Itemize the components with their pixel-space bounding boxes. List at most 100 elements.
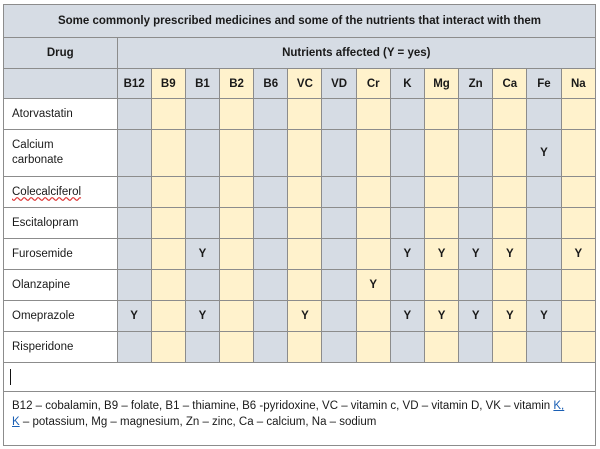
interaction-cell-vc[interactable] — [287, 98, 323, 130]
interaction-cell-na[interactable] — [560, 300, 597, 332]
interaction-cell-cr[interactable] — [355, 238, 391, 270]
interaction-cell-cr[interactable]: Y — [355, 269, 391, 301]
interaction-cell-na[interactable] — [560, 129, 597, 177]
interaction-cell-k[interactable] — [389, 129, 425, 177]
empty-edit-row[interactable] — [3, 362, 596, 392]
interaction-cell-vd[interactable] — [321, 300, 357, 332]
interaction-cell-b1[interactable] — [184, 129, 221, 177]
interaction-cell-cr[interactable] — [355, 300, 391, 332]
interaction-cell-ca[interactable] — [492, 207, 528, 239]
interaction-cell-b2[interactable] — [219, 269, 255, 301]
interaction-cell-b1[interactable] — [184, 176, 221, 208]
interaction-cell-mg[interactable] — [423, 176, 460, 208]
interaction-cell-fe[interactable] — [526, 238, 562, 270]
drug-name-cell[interactable]: Furosemide — [3, 238, 118, 270]
interaction-cell-zn[interactable] — [458, 269, 494, 301]
interaction-cell-b12[interactable] — [116, 207, 152, 239]
interaction-cell-ca[interactable] — [492, 98, 528, 130]
interaction-cell-vd[interactable] — [321, 331, 357, 363]
interaction-cell-vd[interactable] — [321, 129, 357, 177]
interaction-cell-k[interactable] — [389, 207, 425, 239]
interaction-cell-vc[interactable] — [287, 238, 323, 270]
interaction-cell-ca[interactable] — [492, 269, 528, 301]
interaction-cell-vc[interactable] — [287, 176, 323, 208]
interaction-cell-b1[interactable] — [184, 207, 221, 239]
interaction-cell-b2[interactable] — [219, 98, 255, 130]
interaction-cell-k[interactable] — [389, 176, 425, 208]
interaction-cell-k[interactable] — [389, 331, 425, 363]
drug-name-cell[interactable]: Escitalopram — [3, 207, 118, 239]
interaction-cell-b1[interactable]: Y — [184, 300, 221, 332]
interaction-cell-na[interactable] — [560, 331, 597, 363]
interaction-cell-zn[interactable]: Y — [458, 238, 494, 270]
interaction-cell-b9[interactable] — [150, 238, 186, 270]
interaction-cell-na[interactable] — [560, 98, 597, 130]
interaction-cell-b1[interactable] — [184, 98, 221, 130]
interaction-cell-b9[interactable] — [150, 331, 186, 363]
interaction-cell-zn[interactable]: Y — [458, 300, 494, 332]
interaction-cell-b12[interactable] — [116, 176, 152, 208]
interaction-cell-b9[interactable] — [150, 300, 186, 332]
interaction-cell-zn[interactable] — [458, 207, 494, 239]
interaction-cell-k[interactable] — [389, 269, 425, 301]
interaction-cell-fe[interactable] — [526, 331, 562, 363]
interaction-cell-mg[interactable] — [423, 98, 460, 130]
interaction-cell-ca[interactable]: Y — [492, 238, 528, 270]
interaction-cell-b2[interactable] — [219, 331, 255, 363]
interaction-cell-vd[interactable] — [321, 176, 357, 208]
interaction-cell-fe[interactable] — [526, 269, 562, 301]
interaction-cell-b12[interactable]: Y — [116, 300, 152, 332]
interaction-cell-fe[interactable] — [526, 176, 562, 208]
interaction-cell-b2[interactable] — [219, 300, 255, 332]
interaction-cell-mg[interactable]: Y — [423, 300, 460, 332]
interaction-cell-b6[interactable] — [253, 207, 289, 239]
interaction-cell-cr[interactable] — [355, 176, 391, 208]
interaction-cell-vc[interactable] — [287, 269, 323, 301]
interaction-cell-fe[interactable]: Y — [526, 300, 562, 332]
interaction-cell-k[interactable]: Y — [389, 238, 425, 270]
interaction-cell-cr[interactable] — [355, 331, 391, 363]
interaction-cell-b9[interactable] — [150, 129, 186, 177]
interaction-cell-vc[interactable]: Y — [287, 300, 323, 332]
interaction-cell-b6[interactable] — [253, 176, 289, 208]
interaction-cell-mg[interactable] — [423, 129, 460, 177]
interaction-cell-zn[interactable] — [458, 129, 494, 177]
interaction-cell-k[interactable] — [389, 98, 425, 130]
interaction-cell-fe[interactable]: Y — [526, 129, 562, 177]
interaction-cell-zn[interactable] — [458, 176, 494, 208]
interaction-cell-mg[interactable] — [423, 207, 460, 239]
interaction-cell-b2[interactable] — [219, 238, 255, 270]
interaction-cell-na[interactable]: Y — [560, 238, 597, 270]
interaction-cell-b2[interactable] — [219, 207, 255, 239]
interaction-cell-cr[interactable] — [355, 129, 391, 177]
interaction-cell-ca[interactable]: Y — [492, 300, 528, 332]
interaction-cell-cr[interactable] — [355, 98, 391, 130]
interaction-cell-vd[interactable] — [321, 207, 357, 239]
interaction-cell-b1[interactable] — [184, 269, 221, 301]
interaction-cell-b12[interactable] — [116, 269, 152, 301]
interaction-cell-ca[interactable] — [492, 331, 528, 363]
interaction-cell-mg[interactable]: Y — [423, 238, 460, 270]
interaction-cell-b2[interactable] — [219, 129, 255, 177]
interaction-cell-vd[interactable] — [321, 269, 357, 301]
interaction-cell-b9[interactable] — [150, 176, 186, 208]
interaction-cell-b6[interactable] — [253, 98, 289, 130]
interaction-cell-mg[interactable] — [423, 269, 460, 301]
interaction-cell-b9[interactable] — [150, 207, 186, 239]
interaction-cell-b12[interactable] — [116, 98, 152, 130]
interaction-cell-mg[interactable] — [423, 331, 460, 363]
drug-name-cell[interactable]: Atorvastatin — [3, 98, 118, 130]
interaction-cell-na[interactable] — [560, 269, 597, 301]
drug-name-cell[interactable]: Olanzapine — [3, 269, 118, 301]
interaction-cell-vc[interactable] — [287, 331, 323, 363]
interaction-cell-zn[interactable] — [458, 331, 494, 363]
interaction-cell-b6[interactable] — [253, 238, 289, 270]
interaction-cell-b2[interactable] — [219, 176, 255, 208]
interaction-cell-b6[interactable] — [253, 300, 289, 332]
interaction-cell-vc[interactable] — [287, 129, 323, 177]
interaction-cell-b12[interactable] — [116, 331, 152, 363]
interaction-cell-fe[interactable] — [526, 98, 562, 130]
interaction-cell-b6[interactable] — [253, 331, 289, 363]
interaction-cell-vc[interactable] — [287, 207, 323, 239]
interaction-cell-ca[interactable] — [492, 176, 528, 208]
